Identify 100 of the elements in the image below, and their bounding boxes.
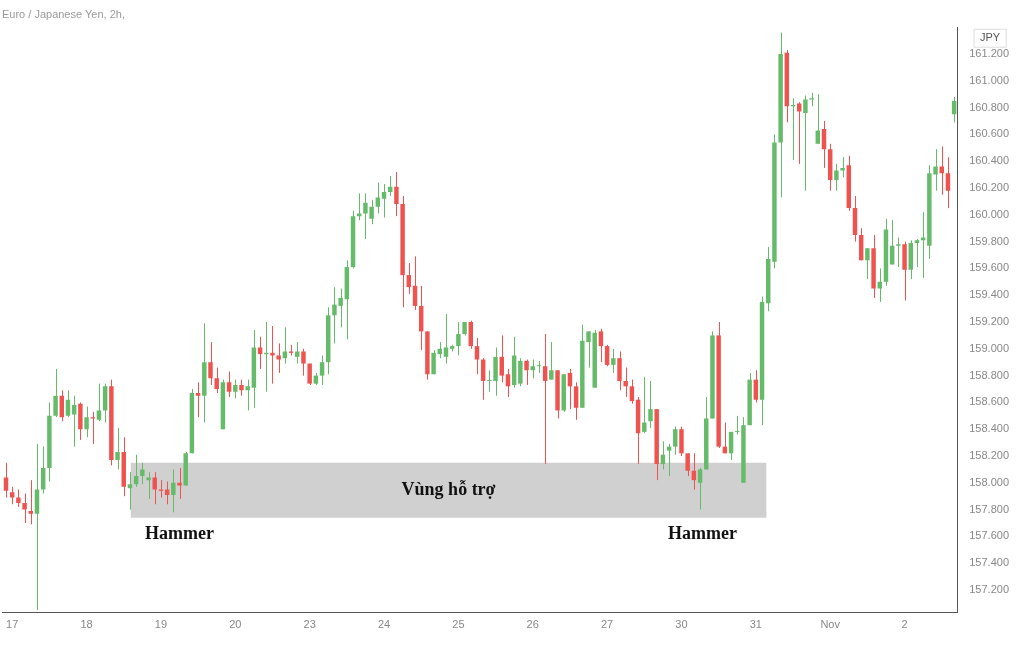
candlestick <box>443 313 449 365</box>
candlestick <box>518 357 523 387</box>
candlestick <box>270 325 275 385</box>
y-tick-label: 161.200 <box>969 47 1009 60</box>
candlestick <box>40 446 46 495</box>
candlestick <box>604 344 610 367</box>
candlestick <box>96 383 102 422</box>
candlestick <box>573 381 579 421</box>
x-tick-label: Nov <box>820 618 841 631</box>
candlestick <box>673 426 678 456</box>
candlestick <box>914 238 920 268</box>
x-tick-label: 17 <box>6 618 19 631</box>
candlestick <box>945 156 951 209</box>
chart-title: Euro / Japanese Yen, 2h, <box>2 7 125 20</box>
y-tick-label: 160.000 <box>969 207 1009 220</box>
candlestick <box>257 336 263 370</box>
y-tick-label: 160.400 <box>969 154 1009 167</box>
candlestick <box>896 237 901 268</box>
candlestick <box>214 367 219 394</box>
candlestick <box>195 381 201 418</box>
x-tick-label: 26 <box>526 618 539 631</box>
candlestick <box>152 471 157 505</box>
y-tick-label: 157.400 <box>969 556 1009 569</box>
candlestick <box>877 267 883 303</box>
candlestick <box>536 360 542 374</box>
y-tick-label: 158.800 <box>969 368 1009 381</box>
candlestick <box>499 334 504 383</box>
annotation: Hammer <box>144 523 214 544</box>
y-tick-label: 159.200 <box>969 315 1009 328</box>
candlestick <box>3 462 9 499</box>
candlestick <box>208 341 213 386</box>
y-tick-label: 159.400 <box>969 288 1009 301</box>
y-tick-label: 157.200 <box>969 583 1009 596</box>
y-tick-label: 161.000 <box>969 73 1009 86</box>
candlestick <box>282 326 288 365</box>
y-tick-label: 158.600 <box>969 395 1009 408</box>
x-tick-label: 20 <box>229 618 242 631</box>
candlestick <box>648 380 653 429</box>
y-tick-label: 159.600 <box>969 261 1009 274</box>
candlestick <box>611 348 616 374</box>
candlestick <box>865 247 870 280</box>
y-axis-title: JPY <box>980 31 1001 44</box>
candlestick <box>542 333 548 465</box>
band-label: Vùng hỗ trợ <box>401 478 496 499</box>
candlestick <box>140 462 145 485</box>
y-tick-label: 157.600 <box>969 529 1009 542</box>
candlestick <box>623 367 628 398</box>
candlestick <box>357 192 362 221</box>
y-tick-label: 158.200 <box>969 449 1009 462</box>
x-tick-label: 30 <box>675 618 688 631</box>
candlestick <box>735 415 740 436</box>
candlestick <box>171 468 176 513</box>
y-tick-label: 159.000 <box>969 341 1009 354</box>
candlestick <box>146 471 151 500</box>
x-tick-label: 27 <box>600 618 614 631</box>
candlestick <box>598 328 604 363</box>
candlestick <box>84 405 89 438</box>
candlestick <box>295 341 300 365</box>
y-tick-label: 160.800 <box>969 100 1009 113</box>
y-tick-label: 158.000 <box>969 475 1009 488</box>
x-tick-label: 18 <box>80 618 93 631</box>
x-tick-label: 25 <box>452 618 465 631</box>
x-tick-label: 2 <box>901 618 908 631</box>
candlestick <box>53 368 58 418</box>
candlestick <box>245 379 250 411</box>
candlestick <box>115 427 120 470</box>
y-tick-label: 157.800 <box>969 502 1009 515</box>
x-tick-label: 24 <box>377 618 391 631</box>
candlestick <box>617 350 622 391</box>
candlestick <box>549 341 554 381</box>
candlestick <box>276 342 281 374</box>
candlestick <box>840 156 845 178</box>
candlestick <box>456 321 461 357</box>
candlestick <box>815 93 821 145</box>
y-tick-label: 158.400 <box>969 422 1009 435</box>
candlestick <box>697 467 703 511</box>
candlestick <box>28 479 34 525</box>
candlestick <box>474 337 480 375</box>
annotation: Hammer <box>667 523 737 544</box>
candlestick <box>685 452 690 477</box>
candlestick <box>226 371 232 398</box>
candlestick <box>629 379 635 405</box>
candlestick <box>301 348 306 377</box>
candlestick <box>834 163 839 192</box>
candlestick <box>431 349 436 375</box>
candlestick <box>642 376 647 434</box>
candlestick <box>524 359 529 386</box>
x-tick-label: 19 <box>154 618 168 631</box>
candlestick <box>375 182 381 214</box>
y-tick-label: 159.800 <box>969 234 1009 247</box>
candlestick <box>233 379 238 399</box>
y-tick-label: 160.200 <box>969 181 1009 194</box>
y-tick-label: 160.600 <box>969 127 1009 140</box>
x-tick-label: 23 <box>303 618 316 631</box>
candlestick <box>22 493 27 524</box>
candlestick <box>381 183 387 218</box>
candlestick <box>319 355 325 386</box>
candlestick <box>803 95 808 192</box>
candlestick <box>394 171 399 217</box>
x-tick-label: 31 <box>749 618 762 631</box>
